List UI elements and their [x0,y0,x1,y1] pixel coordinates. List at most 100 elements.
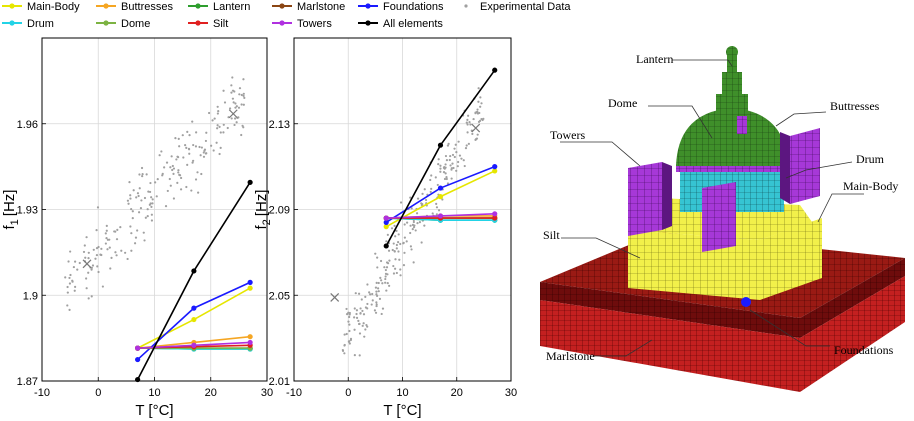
experimental-point [202,151,205,154]
experimental-point [469,123,472,126]
experimental-point [238,87,242,90]
experimental-point [234,106,237,109]
experimental-point [377,287,380,290]
experimental-point [385,289,388,292]
legend-label: Experimental Data [480,1,571,13]
experimental-point [423,224,426,227]
experimental-point [218,125,221,128]
experimental-point [430,174,433,177]
experimental-point [200,146,203,149]
experimental-point [412,261,415,264]
experimental-point [240,103,243,106]
experimental-point [355,309,359,312]
experimental-point [397,240,400,244]
experimental-point [477,100,480,103]
experimental-point [390,227,394,230]
experimental-point [445,158,449,162]
experimental-point [409,245,412,248]
experimental-point [222,89,225,92]
legend-item-all-elements: All elements [358,18,443,30]
experimental-point [136,192,140,195]
experimental-point [185,146,188,149]
legend-swatch-marker [103,3,109,9]
experimental-point [137,211,141,214]
experimental-point [455,169,458,172]
experimental-point [133,242,137,245]
experimental-point [146,208,149,211]
experimental-point [242,78,245,81]
series-point [247,285,253,291]
experimental-point [399,242,402,246]
experimental-point [345,332,348,336]
experimental-point [182,156,185,159]
experimental-point [190,189,193,192]
experimental-point [402,264,406,267]
experimental-point [104,232,107,235]
experimental-point [375,303,378,306]
experimental-point [178,145,181,148]
experimental-point [228,107,232,110]
experimental-point [188,152,191,155]
experimental-point [91,264,95,267]
series-point [383,219,389,225]
experimental-point [392,264,395,268]
y-axis-label: f2[Hz] [253,190,273,230]
x-tick-label: -10 [34,387,50,399]
experimental-point [460,157,463,160]
experimental-point [388,259,391,262]
experimental-point [177,137,180,140]
experimental-point [135,196,138,199]
experimental-point [69,250,72,253]
legend-item-marlstone: Marlstone [272,1,345,13]
experimental-point [371,299,374,302]
x-tick-label: 30 [261,387,273,399]
experimental-point [217,110,220,113]
experimental-point [405,221,409,224]
x-tick-label: 0 [95,387,101,399]
experimental-point [192,159,195,162]
experimental-point [457,160,460,164]
experimental-point [359,307,362,310]
experimental-point [355,316,359,319]
experimental-point [381,307,385,310]
experimental-point [384,268,387,272]
legend-item-towers: Towers [272,18,332,30]
experimental-point [388,284,391,287]
experimental-point [415,212,419,215]
experimental-point [66,285,69,289]
experimental-point [95,229,98,232]
x-tick-label: 10 [148,387,160,399]
experimental-point [377,290,380,293]
experimental-point [347,311,350,314]
experimental-point [149,190,152,194]
tower-right-side [780,132,790,204]
experimental-point [97,270,100,274]
experimental-point [137,194,140,198]
experimental-point [149,202,152,205]
experimental-point [354,292,357,295]
experimental-point [188,134,191,137]
experimental-point [164,205,168,208]
series-point [191,268,197,274]
experimental-point [90,268,93,271]
experimental-point [233,123,236,127]
experimental-point [439,164,442,167]
label-towers: Towers [550,128,585,142]
lantern-spire [727,54,737,74]
experimental-point [130,249,133,252]
experimental-point [439,170,442,173]
experimental-point [395,229,398,232]
x-tick-label: 10 [396,387,408,399]
series-point [383,224,389,230]
experimental-point [409,224,412,227]
experimental-point [67,260,70,263]
experimental-point [85,277,88,280]
series-point [135,356,141,363]
experimental-point [215,141,218,144]
experimental-point [186,163,189,166]
y-tick-label: 1.96 [17,119,38,131]
experimental-point [451,153,455,157]
experimental-point [187,148,191,151]
experimental-point [203,148,207,151]
